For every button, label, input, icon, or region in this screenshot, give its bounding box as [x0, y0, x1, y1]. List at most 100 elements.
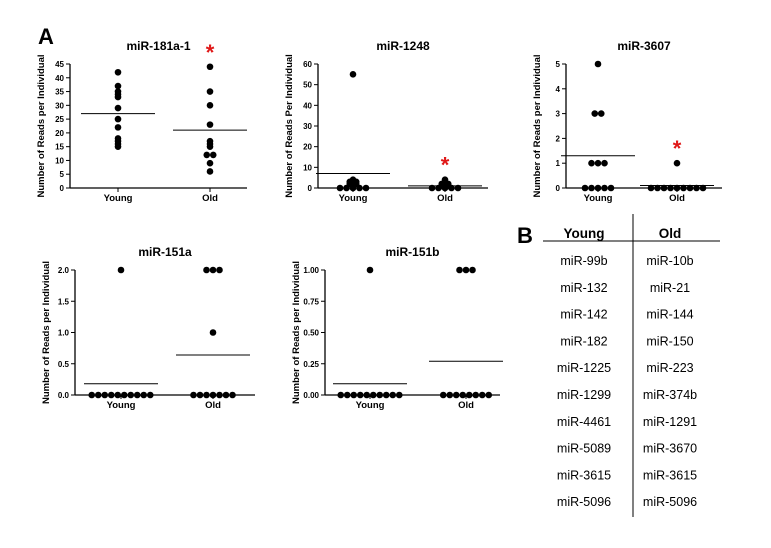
data-point: [114, 93, 122, 101]
significance-star: *: [441, 153, 450, 178]
data-point: [389, 391, 397, 399]
y-tick-label: 0: [556, 184, 561, 193]
data-point: [206, 88, 214, 95]
y-tick-label: 0: [308, 184, 313, 193]
y-tick-label: 15: [55, 143, 64, 152]
y-tick-label: 20: [303, 143, 312, 152]
data-point: [597, 110, 605, 117]
y-tick-label: 2.0: [58, 266, 70, 275]
data-point: [485, 391, 493, 399]
data-point: [693, 184, 700, 192]
panel-label-a: A: [38, 24, 54, 49]
data-point: [117, 266, 125, 274]
chart-title: miR-181a-1: [126, 39, 190, 53]
table-b: Young Old miR-99b miR-10b miR-132 miR-21 miR-1…: [543, 214, 720, 517]
data-point: [343, 184, 350, 192]
table-cell: miR-10b: [646, 254, 693, 268]
data-point: [114, 82, 122, 90]
table-header-young: Young: [564, 226, 605, 241]
data-point: [206, 159, 214, 167]
table-cell: miR-3670: [643, 442, 697, 456]
y-tick-label: 10: [55, 156, 64, 165]
data-point: [206, 63, 214, 71]
data-point: [120, 391, 128, 399]
data-point: [588, 159, 595, 167]
data-point: [452, 391, 460, 399]
data-point: [206, 143, 214, 150]
table-cell: miR-150: [646, 334, 693, 348]
x-category-label: Young: [339, 193, 368, 204]
data-point: [369, 391, 377, 399]
data-point: [203, 266, 210, 274]
table-cell: miR-5089: [557, 442, 611, 456]
y-tick-label: 0.25: [303, 360, 319, 369]
chart-title: miR-151b: [385, 245, 439, 259]
data-point: [439, 391, 447, 399]
data-point: [472, 391, 480, 399]
y-tick-label: 10: [303, 163, 312, 172]
data-point: [446, 391, 454, 399]
y-tick-label: 50: [303, 81, 312, 90]
data-point: [363, 391, 371, 399]
data-point: [196, 391, 204, 399]
data-point: [356, 184, 363, 192]
x-category-label: Old: [437, 193, 453, 204]
y-tick-label: 2: [556, 134, 561, 143]
data-point: [680, 184, 687, 192]
y-tick-label: 40: [303, 101, 312, 110]
data-point: [140, 391, 148, 399]
y-tick-label: 0.0: [58, 391, 70, 400]
data-point: [594, 184, 602, 192]
y-axis-label: Number of Reads per Individual: [291, 261, 302, 404]
data-point: [462, 266, 470, 274]
chart-4: 0.0 0.5 1.0 1.5 2.0 Young Old miR-151a Number of…: [41, 245, 255, 411]
data-point: [206, 121, 214, 128]
data-point: [209, 266, 217, 274]
data-point: [114, 104, 122, 112]
data-point: [667, 184, 674, 192]
table-cell: miR-223: [646, 361, 693, 375]
data-point: [349, 184, 357, 192]
data-point: [366, 266, 374, 274]
data-point: [107, 391, 115, 399]
y-tick-label: 60: [303, 60, 312, 69]
data-point: [601, 184, 608, 192]
data-point: [465, 391, 473, 399]
table-cell: miR-182: [560, 334, 607, 348]
data-point: [222, 391, 230, 399]
data-point: [376, 391, 384, 399]
data-point: [206, 102, 214, 109]
chart-3: 0 1 2 3 4 5 Young Old miR-3607 Number of Reads pe…: [532, 39, 722, 204]
table-cell: miR-3615: [643, 468, 697, 482]
y-tick-label: 5: [556, 60, 561, 69]
chart-1: 0 5 10 15 20 25 30 35 40 45 Young Old miR-181a-1 Numb…: [36, 39, 247, 204]
data-point: [203, 151, 211, 159]
chart-title: miR-1248: [376, 39, 430, 53]
data-point: [114, 124, 122, 131]
y-tick-label: 30: [55, 101, 64, 110]
x-category-label: Old: [669, 193, 685, 204]
data-point: [127, 391, 135, 399]
data-point: [209, 151, 217, 159]
chart-5: 0.00 0.25 0.50 0.75 1.00 Young Old miR-151b Numb…: [291, 245, 503, 411]
significance-star: *: [206, 40, 215, 65]
table-cell: miR-4461: [557, 415, 611, 429]
x-category-label: Old: [205, 400, 221, 411]
data-point: [356, 391, 364, 399]
y-tick-label: 0.00: [303, 391, 319, 400]
table-cell: miR-5096: [557, 495, 611, 509]
table-cell: miR-5096: [643, 495, 697, 509]
y-tick-label: 1.0: [58, 329, 70, 338]
data-point: [654, 184, 661, 192]
data-point: [581, 184, 589, 192]
data-point: [209, 391, 217, 399]
data-point: [594, 60, 602, 68]
data-point: [673, 184, 681, 192]
panel-label-b: B: [517, 223, 533, 248]
data-point: [206, 168, 214, 175]
data-point: [94, 391, 102, 399]
data-point: [216, 266, 223, 274]
data-point: [216, 391, 223, 399]
data-point: [114, 391, 122, 399]
